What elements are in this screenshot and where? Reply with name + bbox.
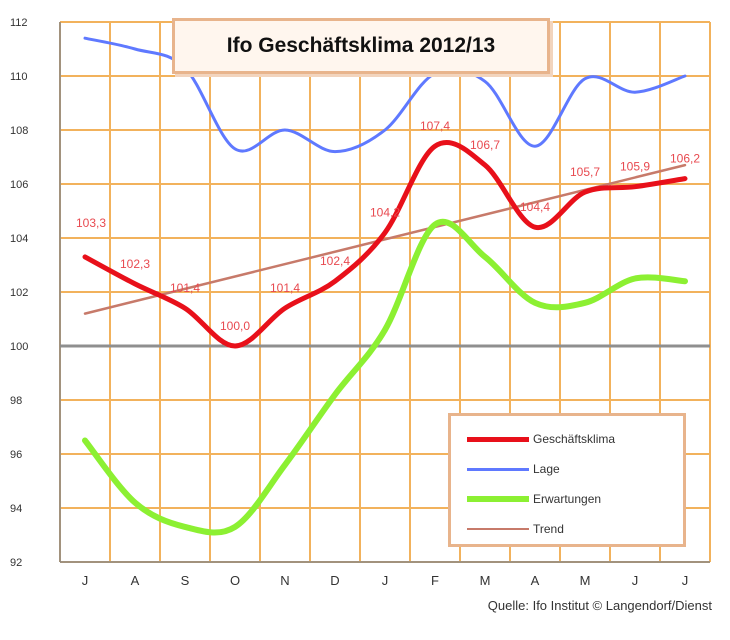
data-label: 104,4 [520, 200, 550, 214]
y-tick-label: 102 [10, 287, 28, 299]
legend-item-erwartungen: Erwartungen [467, 484, 673, 514]
series-line-geschaeftsklima [82, 140, 688, 349]
legend-label: Geschäftsklima [533, 432, 616, 446]
y-axis-ticks: 92 94 96 98 100 102 104 106 108 110 112 [10, 17, 28, 569]
y-tick-label: 106 [10, 179, 28, 191]
x-tick-label: D [330, 573, 339, 588]
x-tick-label: A [131, 573, 140, 588]
x-tick-label: M [580, 573, 591, 588]
series-lines [82, 36, 688, 536]
x-tick-label: O [230, 573, 240, 588]
y-tick-label: 98 [10, 395, 22, 407]
x-tick-label: A [531, 573, 540, 588]
legend-item-lage: Lage [467, 454, 673, 484]
legend: Geschäftsklima Lage Erwartungen Trend [448, 413, 686, 547]
data-label: 104,2 [370, 206, 400, 220]
data-label: 105,7 [570, 165, 600, 179]
legend-label: Erwartungen [533, 492, 602, 506]
x-tick-label: J [632, 573, 639, 588]
y-tick-label: 108 [10, 125, 28, 137]
legend-swatch-erwartungen [467, 496, 529, 502]
data-label: 102,3 [120, 257, 150, 271]
data-label: 106,7 [470, 138, 500, 152]
data-label: 101,4 [270, 281, 300, 295]
legend-item-geschaeftsklima: Geschäftsklima [467, 424, 673, 454]
data-label: 106,2 [670, 152, 700, 166]
x-tick-label: S [181, 573, 190, 588]
data-label: 102,4 [320, 254, 350, 268]
y-tick-label: 94 [10, 503, 22, 515]
legend-swatch-geschaeftsklima [467, 436, 529, 442]
x-tick-label: J [382, 573, 389, 588]
data-label: 100,0 [220, 319, 250, 333]
legend-label: Trend [533, 522, 564, 536]
y-tick-label: 110 [10, 71, 28, 83]
data-label: 101,4 [170, 281, 200, 295]
data-labels: 103,3 102,3 101,4 100,0 101,4 102,4 104,2 107,4… [76, 119, 700, 333]
y-tick-label: 104 [10, 233, 28, 245]
x-tick-label: F [431, 573, 439, 588]
data-label: 107,4 [420, 119, 450, 133]
y-tick-label: 92 [10, 557, 22, 569]
legend-item-trend: Trend [467, 514, 673, 544]
legend-label: Lage [533, 462, 560, 476]
legend-swatch-lage [467, 467, 529, 471]
source-note: Quelle: Ifo Institut © Langendorf/Dienst [487, 598, 712, 613]
series-line-erwartungen [82, 218, 688, 536]
legend-swatch-trend [467, 528, 529, 530]
chart-title: Ifo Geschäftsklima 2012/13 [172, 18, 550, 74]
data-label: 103,3 [76, 216, 106, 230]
y-tick-label: 96 [10, 449, 22, 461]
x-tick-label: J [682, 573, 689, 588]
y-tick-label: 112 [10, 17, 28, 29]
x-tick-label: J [82, 573, 89, 588]
x-tick-label: N [280, 573, 289, 588]
data-label: 105,9 [620, 160, 650, 174]
x-tick-label: M [480, 573, 491, 588]
y-tick-label: 100 [10, 341, 28, 353]
